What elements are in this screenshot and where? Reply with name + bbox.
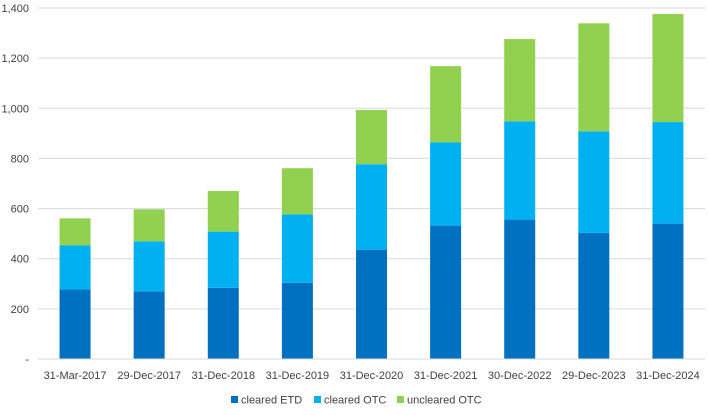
bar-segment-uncleared-otc <box>356 110 387 165</box>
bar-segment-uncleared-otc <box>133 209 165 242</box>
y-tick-label: 200 <box>11 304 29 316</box>
bar-segment-uncleared-otc <box>504 39 536 122</box>
bar-segment-cleared-otc <box>652 122 684 224</box>
x-tick-label: 29-Dec-2023 <box>562 370 626 382</box>
bar-segment-cleared-otc <box>578 131 610 233</box>
bar-segment-uncleared-otc <box>281 168 313 215</box>
bar-segment-cleared-etd <box>133 291 165 359</box>
x-tick-label: 31-Dec-2021 <box>414 370 478 382</box>
bar-segment-cleared-otc <box>430 142 462 226</box>
y-tick-label: 1,400 <box>1 3 29 15</box>
bar-segment-cleared-etd <box>430 225 462 359</box>
legend-swatch <box>314 396 321 403</box>
bar-segment-cleared-etd <box>207 287 239 359</box>
x-tick-label: 31-Mar-2017 <box>44 370 107 382</box>
bar-segment-cleared-etd <box>356 249 387 359</box>
legend-label: uncleared OTC <box>407 395 482 407</box>
bar-segment-cleared-otc <box>133 241 165 292</box>
bar-segment-cleared-otc <box>504 121 536 220</box>
bar-segment-uncleared-otc <box>652 14 684 123</box>
y-tick-label: 400 <box>11 254 29 266</box>
x-axis-tick-labels: 31-Mar-2017 29-Dec-2017 31-Dec-2018 31-Dec-… <box>44 370 700 382</box>
legend-label: cleared ETD <box>241 395 302 407</box>
legend-swatch <box>397 396 404 403</box>
x-tick-label: 31-Dec-2024 <box>636 370 700 382</box>
bar-segment-cleared-otc <box>356 164 387 250</box>
y-axis-tick-labels: - 200 400 600 800 1,000 1,200 1,400 <box>1 3 29 366</box>
bar-segment-uncleared-otc <box>430 66 462 143</box>
y-tick-label: 600 <box>11 204 29 216</box>
x-tick-label: 29-Dec-2017 <box>117 370 181 382</box>
bar-segment-cleared-etd <box>281 282 313 359</box>
x-tick-label: 30-Dec-2022 <box>488 370 552 382</box>
bar-segment-cleared-etd <box>652 223 684 359</box>
bar-segment-cleared-etd <box>504 219 536 359</box>
bar-segment-uncleared-otc <box>578 23 610 132</box>
y-tick-label: - <box>25 354 29 366</box>
y-tick-label: 800 <box>11 153 29 165</box>
bar-segment-cleared-otc <box>59 245 91 290</box>
y-tick-label: 1,200 <box>1 53 29 65</box>
legend-swatch <box>231 396 238 403</box>
y-tick-label: 1,000 <box>1 103 29 115</box>
x-tick-label: 31-Dec-2020 <box>340 370 404 382</box>
legend: cleared ETD cleared OTC uncleared OTC <box>231 395 482 407</box>
bar-segment-cleared-etd <box>578 232 610 359</box>
bar-segment-cleared-otc <box>281 214 313 283</box>
bar-segment-uncleared-otc <box>207 191 239 232</box>
x-tick-label: 31-Dec-2019 <box>266 370 330 382</box>
bars <box>59 14 684 359</box>
bar-segment-cleared-etd <box>59 289 91 359</box>
x-tick-label: 31-Dec-2018 <box>191 370 255 382</box>
bar-segment-uncleared-otc <box>59 218 91 246</box>
bar-segment-cleared-otc <box>207 231 239 288</box>
legend-label: cleared OTC <box>324 395 386 407</box>
